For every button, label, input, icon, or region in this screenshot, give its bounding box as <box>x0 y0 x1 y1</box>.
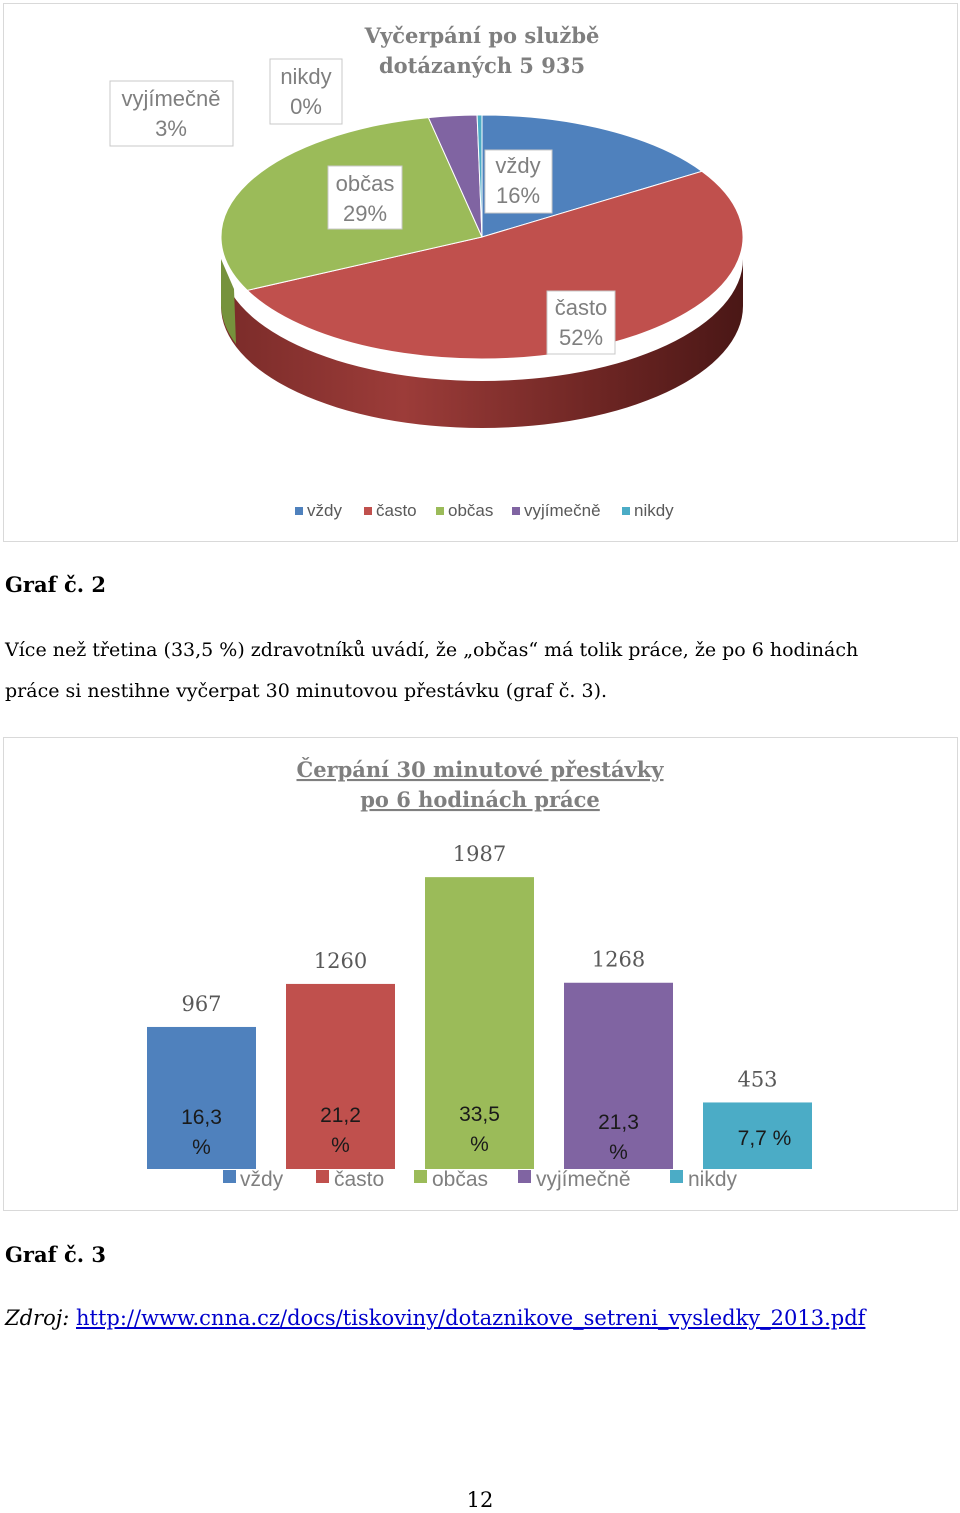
pie-legend-swatch-obcas <box>436 507 444 515</box>
bar-legend-swatch-obcas <box>414 1170 427 1183</box>
pie-legend-casto: často <box>376 501 417 520</box>
bar-title-line-1: Čerpání 30 minutové přestávky <box>296 757 664 782</box>
pie-label-nikdy-pct: 0% <box>290 94 322 119</box>
bar-casto <box>286 983 395 1169</box>
bar-legend-vyjimecne: vyjímečně <box>536 1168 631 1191</box>
bar-legend-obcas: občas <box>432 1168 488 1191</box>
pie-label-obcas-name: občas <box>336 171 395 196</box>
pie-label-nikdy: nikdy 0% <box>269 58 343 125</box>
bar-value-casto: 1260 <box>314 949 367 973</box>
pie-legend: vždy často občas vyjímečně nikdy <box>295 501 674 520</box>
bar-value-vyjimecne: 1268 <box>592 948 645 972</box>
source-line: Zdroj: http://www.cnna.cz/docs/tiskoviny… <box>5 1306 865 1330</box>
bar-legend: vždy často občas vyjímečně nikdy <box>223 1168 738 1191</box>
caption-graf-3: Graf č. 3 <box>5 1242 106 1267</box>
pie-title-line-2: dotázaných 5 935 <box>379 53 585 78</box>
paragraph-line-1: Více než třetina (33,5 %) zdravotníků uv… <box>5 639 859 661</box>
pie-legend-swatch-vyjimecne <box>512 507 520 515</box>
pie-side-obcas <box>221 259 236 344</box>
bar-percent-casto: 21,2% <box>320 1104 361 1157</box>
pie-label-nikdy-name: nikdy <box>280 64 331 89</box>
paragraph-line-2: práce si nestihne vyčerpat 30 minutovou … <box>5 680 608 702</box>
bar-chart: Čerpání 30 minutové přestávky po 6 hodin… <box>147 757 812 1191</box>
bar-percent-nikdy: 7,7 % <box>738 1127 792 1150</box>
pie-label-vyjimecne-name: vyjímečně <box>121 86 220 111</box>
pie-legend-nikdy: nikdy <box>634 501 674 520</box>
pie-label-vzdy-pct: 16% <box>496 183 540 208</box>
pie-legend-vzdy: vždy <box>307 501 342 520</box>
bar-value-obcas: 1987 <box>453 842 506 866</box>
paragraph: Více než třetina (33,5 %) zdravotníků uv… <box>5 630 957 712</box>
bar-nikdy <box>703 1102 812 1169</box>
pie-label-casto-name: často <box>555 295 608 320</box>
bar-obcas <box>425 877 534 1169</box>
bar-value-vzdy: 967 <box>181 992 221 1016</box>
bar-vzdy <box>147 1026 256 1169</box>
bar-legend-swatch-nikdy <box>670 1170 683 1183</box>
page-number: 12 <box>466 1488 494 1512</box>
bar-percent-obcas: 33,5% <box>459 1103 500 1156</box>
pie-label-vzdy: vždy 16% <box>484 149 553 214</box>
pie-side-casto <box>221 259 743 428</box>
bar-legend-swatch-vzdy <box>223 1170 236 1183</box>
pie-label-obcas: občas 29% <box>327 165 403 230</box>
bar-percent-vyjimecne: 21,3% <box>598 1111 639 1164</box>
bar-percent-vzdy: 16,3% <box>181 1106 222 1159</box>
bar-chart-frame: Čerpání 30 minutové přestávky po 6 hodin… <box>3 737 958 1211</box>
bar-value-nikdy: 453 <box>737 1067 777 1091</box>
pie-label-casto-pct: 52% <box>559 325 603 350</box>
pie-label-obcas-pct: 29% <box>343 201 387 226</box>
pie-label-casto: často 52% <box>546 290 616 355</box>
source-label: Zdroj: <box>5 1306 70 1330</box>
bar-title-line-2: po 6 hodinách práce <box>360 787 600 812</box>
pie-label-vzdy-name: vždy <box>495 153 540 178</box>
pie-legend-swatch-casto <box>364 507 372 515</box>
source-link[interactable]: http://www.cnna.cz/docs/tiskoviny/dotazn… <box>76 1306 866 1330</box>
caption-graf-2: Graf č. 2 <box>5 572 106 597</box>
bar-legend-nikdy: nikdy <box>688 1168 738 1191</box>
pie-legend-swatch-vzdy <box>295 507 303 515</box>
pie-chart-frame: Vyčerpání po službě dotázaných 5 935 vžd… <box>3 3 958 542</box>
bar-vyjimecne <box>564 982 673 1169</box>
bar-legend-vzdy: vždy <box>240 1168 284 1191</box>
pie-legend-obcas: občas <box>448 501 493 520</box>
pie-label-vyjimecne: vyjímečně 3% <box>109 80 234 147</box>
pie-title-line-1: Vyčerpání po službě <box>364 23 600 48</box>
pie-legend-swatch-nikdy <box>622 507 630 515</box>
bar-legend-swatch-casto <box>316 1170 329 1183</box>
pie-label-vyjimecne-pct: 3% <box>155 116 187 141</box>
pie-chart: Vyčerpání po službě dotázaných 5 935 vžd… <box>109 23 744 520</box>
pie-slice-nikdy <box>476 114 483 238</box>
pie-legend-vyjimecne: vyjímečně <box>524 501 601 520</box>
bar-legend-casto: často <box>334 1168 384 1191</box>
bar-legend-swatch-vyjimecne <box>518 1170 531 1183</box>
